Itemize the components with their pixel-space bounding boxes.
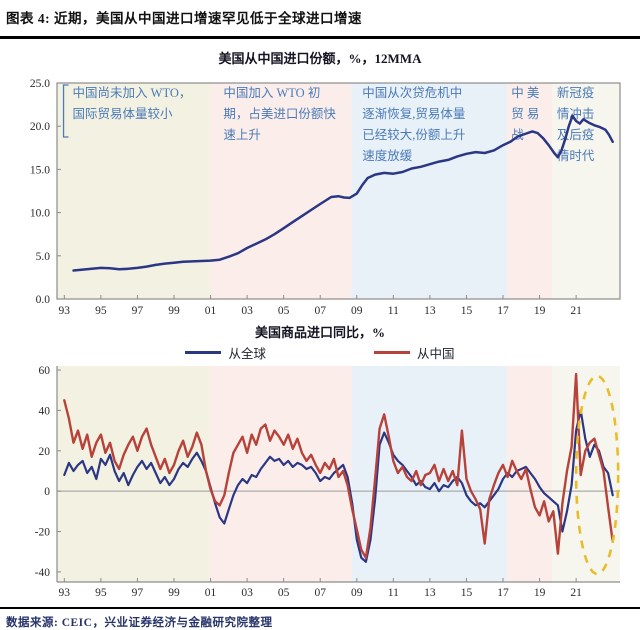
x-tick-label: 09: [351, 587, 363, 599]
annotation: 新冠疫情冲击及后疫情时代: [557, 85, 595, 163]
x-tick-label: 95: [95, 587, 107, 599]
yoy-chart-legend: 从全球 从中国: [0, 342, 640, 362]
data-source: 数据来源: CEIC，兴业证券经济与金融研究院整理: [0, 607, 640, 630]
yoy-chart: 60 40 20 0 -20 -40 93 95 97 99 01 03 05 07 09 11 13 15 17 1…: [35, 365, 620, 599]
x-tick-label: 15: [461, 587, 473, 599]
x-tick-label: 21: [570, 305, 582, 317]
series-line-1: [63, 409, 614, 563]
annotation: 中国从次贷危机中逐渐恢复,贸易体量已经较大,份额上升速度放缓: [362, 85, 465, 163]
annotation-bracket: [62, 84, 69, 138]
yoy-chart-title: 美国商品进口同比，%: [254, 325, 385, 340]
series-line-1: [72, 114, 614, 272]
x-tick-label: 11: [388, 587, 399, 599]
annotation: 中 美贸 易战: [511, 85, 539, 142]
x-tick-label: 97: [132, 587, 144, 599]
legend-item-china: 从中国: [374, 343, 455, 362]
x-tick-label: 07: [314, 305, 326, 317]
x-tick-label: 97: [132, 305, 144, 317]
period-band: [506, 83, 553, 299]
y-tick-label: 25.0: [30, 78, 50, 90]
y-tick-label: 20: [39, 446, 51, 458]
period-band: [552, 83, 620, 299]
y-tick-label: 20.0: [30, 121, 50, 133]
x-tick-label: 05: [278, 587, 290, 599]
x-tick-label: 19: [534, 587, 546, 599]
x-tick-label: 03: [241, 305, 253, 317]
period-band: [210, 366, 352, 582]
y-tick-label: 0.0: [36, 294, 51, 306]
x-tick-label: 95: [95, 305, 107, 317]
period-band: [210, 83, 352, 299]
legend-label-china: 从中国: [417, 346, 455, 361]
x-tick-label: 99: [168, 587, 180, 599]
y-tick-label: 10.0: [30, 208, 50, 220]
legend-item-global: 从全球: [185, 343, 266, 362]
china-line-swatch: [374, 350, 410, 354]
share-chart: 25.0 20.0 15.0 10.0 5.0 0.0 93 95 97 99 01 03 05 07 09…: [30, 78, 621, 317]
share-chart-title: 美国从中国进口份额，%，12MMA: [218, 51, 422, 66]
period-band: [351, 83, 507, 299]
x-tick-label: 01: [205, 587, 217, 599]
period-band: [57, 83, 211, 299]
y-tick-label: 5.0: [36, 251, 51, 263]
x-tick-label: 01: [205, 305, 217, 317]
x-tick-label: 09: [351, 305, 363, 317]
x-tick-label: 93: [59, 587, 71, 599]
x-tick-label: 13: [424, 587, 436, 599]
figure-title: 图表 4: 近期，美国从中国进口增速罕见低于全球进口增速: [0, 0, 640, 39]
x-tick-label: 03: [241, 587, 253, 599]
x-tick-label: 99: [168, 305, 180, 317]
y-tick-label: 15.0: [30, 164, 50, 176]
y-tick-label: -20: [35, 527, 51, 539]
x-tick-label: 07: [314, 587, 326, 599]
x-tick-label: 05: [278, 305, 290, 317]
x-tick-label: 93: [59, 305, 71, 317]
y-tick-label: 0: [44, 486, 50, 498]
plot-border: [56, 82, 621, 300]
annotation: 中国尚未加入 WTO，国际贸易体量较小: [73, 85, 192, 121]
x-tick-label: 19: [534, 305, 546, 317]
x-tick-label: 11: [388, 305, 399, 317]
y-tick-label: 40: [39, 405, 51, 417]
annotation: 中国加入 WTO 初期，占美进口份额快速上升: [223, 85, 336, 142]
x-tick-label: 13: [424, 305, 436, 317]
legend-label-global: 从全球: [228, 346, 266, 361]
x-tick-label: 17: [497, 587, 509, 599]
x-tick-label: 17: [497, 305, 509, 317]
x-tick-label: 21: [570, 587, 582, 599]
series-line-2: [63, 372, 614, 559]
y-tick-label: -40: [35, 567, 51, 579]
global-line-swatch: [185, 350, 222, 354]
period-band: [552, 366, 620, 582]
y-tick-label: 60: [39, 365, 51, 377]
x-tick-label: 15: [461, 305, 473, 317]
